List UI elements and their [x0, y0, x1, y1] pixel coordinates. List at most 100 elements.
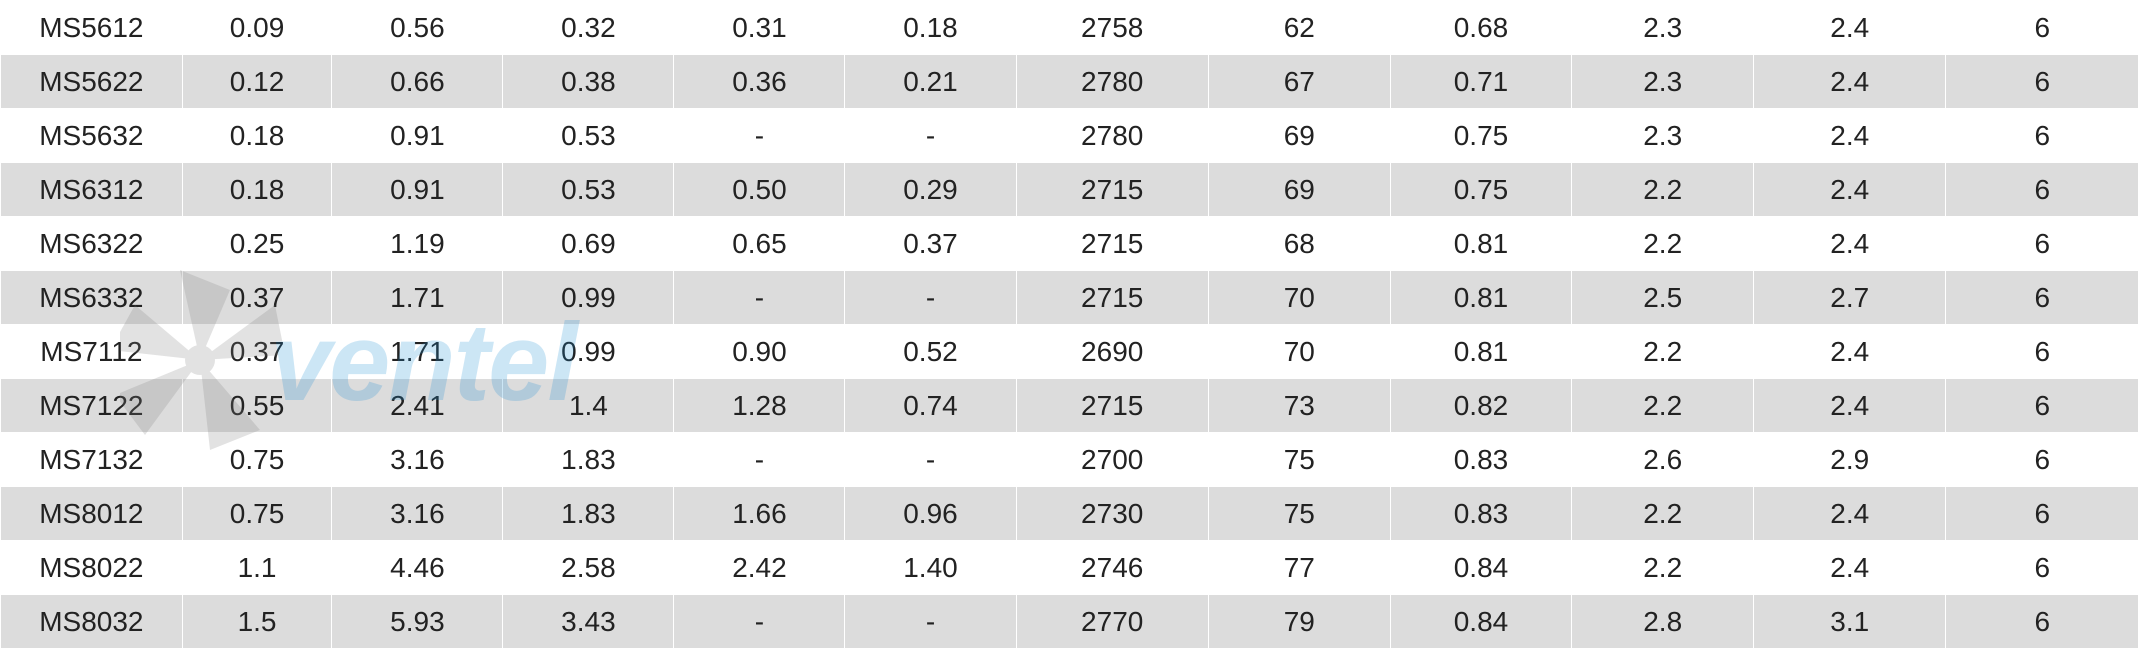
value-cell: 79 [1208, 595, 1390, 649]
table-row: MS71120.371.710.990.900.522690700.812.22… [1, 325, 2139, 379]
value-cell: 69 [1208, 163, 1390, 217]
value-cell: 0.68 [1390, 1, 1572, 55]
table-row: MS63120.180.910.530.500.292715690.752.22… [1, 163, 2139, 217]
value-cell: 0.83 [1390, 433, 1572, 487]
model-cell: MS6322 [1, 217, 183, 271]
value-cell: 70 [1208, 325, 1390, 379]
value-cell: 0.53 [503, 109, 674, 163]
value-cell: 6 [1946, 109, 2139, 163]
value-cell: 2.4 [1754, 541, 1946, 595]
value-cell: 1.66 [674, 487, 845, 541]
table-row: MS56320.180.910.53--2780690.752.32.46 [1, 109, 2139, 163]
value-cell: 1.4 [503, 379, 674, 433]
value-cell: 67 [1208, 55, 1390, 109]
value-cell: 0.75 [1390, 163, 1572, 217]
value-cell: - [674, 271, 845, 325]
value-cell: - [845, 109, 1016, 163]
value-cell: - [845, 271, 1016, 325]
value-cell: 2730 [1016, 487, 1208, 541]
value-cell: 0.31 [674, 1, 845, 55]
table-row: MS71320.753.161.83--2700750.832.62.96 [1, 433, 2139, 487]
value-cell: 1.1 [182, 541, 332, 595]
model-cell: MS5632 [1, 109, 183, 163]
value-cell: 0.37 [845, 217, 1016, 271]
value-cell: 0.37 [182, 325, 332, 379]
value-cell: 2.3 [1572, 109, 1754, 163]
value-cell: 2780 [1016, 55, 1208, 109]
value-cell: 0.21 [845, 55, 1016, 109]
value-cell: 2758 [1016, 1, 1208, 55]
value-cell: 2.4 [1754, 163, 1946, 217]
value-cell: 6 [1946, 1, 2139, 55]
table-row: MS80120.753.161.831.660.962730750.832.22… [1, 487, 2139, 541]
value-cell: 75 [1208, 487, 1390, 541]
value-cell: 2.7 [1754, 271, 1946, 325]
table-row: MS80321.55.933.43--2770790.842.83.16 [1, 595, 2139, 649]
value-cell: 0.71 [1390, 55, 1572, 109]
value-cell: 0.83 [1390, 487, 1572, 541]
value-cell: 2780 [1016, 109, 1208, 163]
model-cell: MS8022 [1, 541, 183, 595]
value-cell: 2.3 [1572, 1, 1754, 55]
table-row: MS56220.120.660.380.360.212780670.712.32… [1, 55, 2139, 109]
value-cell: 2746 [1016, 541, 1208, 595]
value-cell: 3.16 [332, 487, 503, 541]
value-cell: 3.16 [332, 433, 503, 487]
value-cell: 2.4 [1754, 325, 1946, 379]
value-cell: 6 [1946, 433, 2139, 487]
value-cell: 6 [1946, 271, 2139, 325]
value-cell: 1.40 [845, 541, 1016, 595]
value-cell: 0.82 [1390, 379, 1572, 433]
value-cell: - [674, 433, 845, 487]
value-cell: 0.18 [182, 163, 332, 217]
value-cell: 0.75 [1390, 109, 1572, 163]
model-cell: MS7122 [1, 379, 183, 433]
value-cell: 68 [1208, 217, 1390, 271]
value-cell: 0.99 [503, 271, 674, 325]
value-cell: 0.36 [674, 55, 845, 109]
value-cell: 0.74 [845, 379, 1016, 433]
model-cell: MS5622 [1, 55, 183, 109]
value-cell: 1.83 [503, 487, 674, 541]
value-cell: 62 [1208, 1, 1390, 55]
value-cell: - [845, 433, 1016, 487]
value-cell: 2.4 [1754, 379, 1946, 433]
value-cell: 0.32 [503, 1, 674, 55]
spec-table: MS56120.090.560.320.310.182758620.682.32… [0, 0, 2139, 649]
model-cell: MS8012 [1, 487, 183, 541]
value-cell: 0.53 [503, 163, 674, 217]
value-cell: 2.8 [1572, 595, 1754, 649]
table-row: MS71220.552.411.41.280.742715730.822.22.… [1, 379, 2139, 433]
value-cell: 2.2 [1572, 379, 1754, 433]
value-cell: 2.4 [1754, 55, 1946, 109]
value-cell: 0.69 [503, 217, 674, 271]
value-cell: 69 [1208, 109, 1390, 163]
value-cell: 2690 [1016, 325, 1208, 379]
value-cell: 0.81 [1390, 217, 1572, 271]
value-cell: 6 [1946, 541, 2139, 595]
value-cell: 2700 [1016, 433, 1208, 487]
model-cell: MS8032 [1, 595, 183, 649]
value-cell: 1.83 [503, 433, 674, 487]
value-cell: 5.93 [332, 595, 503, 649]
value-cell: 2.2 [1572, 541, 1754, 595]
value-cell: 0.65 [674, 217, 845, 271]
table-row: MS63220.251.190.690.650.372715680.812.22… [1, 217, 2139, 271]
value-cell: 0.38 [503, 55, 674, 109]
value-cell: 2.2 [1572, 325, 1754, 379]
table-row: MS63320.371.710.99--2715700.812.52.76 [1, 271, 2139, 325]
value-cell: 2.4 [1754, 1, 1946, 55]
value-cell: 0.18 [845, 1, 1016, 55]
value-cell: 2.2 [1572, 487, 1754, 541]
value-cell: 3.43 [503, 595, 674, 649]
value-cell: - [845, 595, 1016, 649]
value-cell: 0.84 [1390, 541, 1572, 595]
value-cell: 2715 [1016, 163, 1208, 217]
value-cell: 73 [1208, 379, 1390, 433]
value-cell: 0.91 [332, 163, 503, 217]
value-cell: 6 [1946, 325, 2139, 379]
value-cell: 0.25 [182, 217, 332, 271]
value-cell: 1.71 [332, 271, 503, 325]
value-cell: 0.90 [674, 325, 845, 379]
value-cell: 3.1 [1754, 595, 1946, 649]
